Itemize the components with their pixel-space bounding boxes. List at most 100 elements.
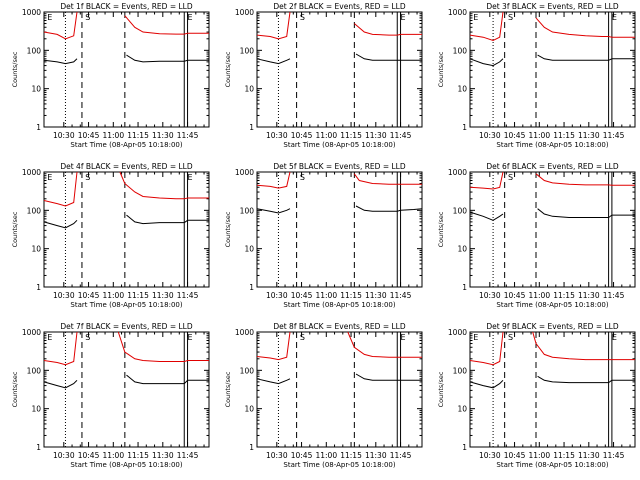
- x-axis-label: Start Time (08-Apr-05 10:18:00): [496, 461, 608, 469]
- marker-annotation: S: [300, 173, 305, 182]
- x-axis-label: Start Time (08-Apr-05 10:18:00): [496, 301, 608, 309]
- x-axis-label: Start Time (08-Apr-05 10:18:00): [70, 461, 182, 469]
- y-axis-label: Counts/sec: [437, 211, 445, 247]
- y-tick-label: 100: [240, 366, 255, 375]
- x-tick-label: 11:45: [390, 451, 412, 460]
- x-tick-label: 10:45: [78, 291, 100, 300]
- plot-frame: [256, 331, 423, 448]
- panel-title: Det 6f BLACK = Events, RED = LLD: [486, 162, 619, 171]
- x-tick-label: 11:00: [315, 291, 337, 300]
- x-tick-label: 10:30: [266, 131, 288, 140]
- y-tick-label: 1: [36, 283, 41, 292]
- x-tick-label: 11:45: [603, 451, 625, 460]
- x-tick-label: 10:45: [291, 131, 313, 140]
- x-tick-label: 11:45: [603, 131, 625, 140]
- x-tick-label: 11:00: [315, 451, 337, 460]
- x-tick-label: 10:30: [479, 291, 501, 300]
- y-tick-label: 100: [240, 46, 255, 55]
- plot-frame: [43, 331, 210, 448]
- marker-annotation: E: [47, 333, 52, 342]
- x-tick-label: 11:45: [177, 291, 199, 300]
- detector-panel: Det 7f BLACK = Events, RED = LLD 1 10 100 10…: [11, 322, 210, 469]
- x-axis-label: Start Time (08-Apr-05 10:18:00): [283, 461, 395, 469]
- detector-panel: Det 4f BLACK = Events, RED = LLD 1 10 100 10…: [11, 162, 210, 309]
- x-axis-label: Start Time (08-Apr-05 10:18:00): [283, 301, 395, 309]
- y-tick-label: 10: [457, 405, 467, 414]
- x-tick-label: 11:45: [390, 291, 412, 300]
- marker-annotation: E: [612, 13, 617, 22]
- x-tick-label: 10:30: [53, 291, 75, 300]
- events-series-line: [43, 374, 209, 389]
- y-tick-label: 1000: [235, 168, 254, 177]
- x-axis-label: Start Time (08-Apr-05 10:18:00): [70, 141, 182, 149]
- y-tick-label: 1: [462, 123, 467, 132]
- lld-series-line: [469, 171, 635, 190]
- events-series-line: [43, 54, 209, 65]
- plot-frame: [43, 11, 210, 128]
- marker-annotation: S: [300, 333, 305, 342]
- marker-annotation: S: [300, 13, 305, 22]
- y-tick-label: 10: [244, 85, 254, 94]
- detector-panel: Det 3f BLACK = Events, RED = LLD 1 10 100 10…: [437, 2, 636, 149]
- events-series-line: [43, 214, 209, 229]
- x-tick-label: 11:30: [578, 131, 600, 140]
- y-axis-label: Counts/sec: [224, 371, 232, 407]
- y-tick-label: 10: [31, 85, 41, 94]
- marker-annotation: E: [473, 13, 478, 22]
- x-tick-label: 11:00: [102, 451, 124, 460]
- y-axis-label: Counts/sec: [224, 51, 232, 87]
- detector-panel: Det 5f BLACK = Events, RED = LLD 1 10 100 10…: [224, 162, 423, 309]
- marker-annotation: E: [188, 333, 193, 342]
- y-axis-label: Counts/sec: [437, 371, 445, 407]
- y-tick-label: 1: [36, 443, 41, 452]
- detector-panel: Det 1f BLACK = Events, RED = LLD 1 10 100 10…: [11, 2, 210, 149]
- x-tick-label: 11:45: [177, 131, 199, 140]
- marker-annotation: S: [508, 333, 513, 342]
- panel-title: Det 7f BLACK = Events, RED = LLD: [60, 322, 193, 331]
- panel-title: Det 1f BLACK = Events, RED = LLD: [60, 2, 193, 11]
- x-tick-label: 11:15: [127, 291, 149, 300]
- y-tick-label: 10: [457, 245, 467, 254]
- events-series-line: [256, 205, 423, 214]
- y-tick-label: 1: [36, 123, 41, 132]
- x-tick-label: 11:30: [152, 291, 174, 300]
- y-tick-label: 100: [27, 46, 42, 55]
- x-tick-label: 11:30: [365, 131, 387, 140]
- y-tick-label: 100: [240, 206, 255, 215]
- x-tick-label: 11:30: [365, 291, 387, 300]
- detector-panel: Det 2f BLACK = Events, RED = LLD 1 10 100 10…: [224, 2, 423, 149]
- events-series-line: [469, 375, 635, 389]
- x-tick-label: 10:45: [291, 291, 313, 300]
- x-tick-label: 11:00: [102, 291, 124, 300]
- y-tick-label: 10: [31, 405, 41, 414]
- y-tick-label: 1000: [22, 328, 41, 337]
- y-axis-label: Counts/sec: [437, 51, 445, 87]
- x-tick-label: 11:30: [578, 451, 600, 460]
- plot-frame: [256, 11, 423, 128]
- y-tick-label: 1000: [235, 328, 254, 337]
- lld-series-line: [256, 11, 422, 40]
- y-tick-label: 1: [249, 443, 254, 452]
- plot-frame: [469, 171, 636, 288]
- x-tick-label: 11:15: [127, 131, 149, 140]
- y-tick-label: 100: [453, 366, 468, 375]
- y-tick-label: 100: [27, 366, 42, 375]
- x-axis-label: Start Time (08-Apr-05 10:18:00): [70, 301, 182, 309]
- events-series-line: [469, 208, 635, 221]
- x-tick-label: 10:30: [53, 131, 75, 140]
- marker-annotation: S: [508, 13, 513, 22]
- marker-annotation: E: [47, 173, 52, 182]
- y-tick-label: 10: [244, 245, 254, 254]
- events-series-line: [256, 373, 422, 385]
- panel-title: Det 8f BLACK = Events, RED = LLD: [273, 322, 406, 331]
- y-tick-label: 1: [249, 123, 254, 132]
- x-tick-label: 11:30: [365, 451, 387, 460]
- marker-annotation: E: [473, 333, 478, 342]
- x-tick-label: 11:15: [553, 291, 575, 300]
- y-tick-label: 1000: [448, 328, 467, 337]
- y-axis-label: Counts/sec: [11, 51, 19, 87]
- y-tick-label: 10: [457, 85, 467, 94]
- marker-annotation: E: [401, 13, 406, 22]
- marker-annotation: S: [85, 173, 90, 182]
